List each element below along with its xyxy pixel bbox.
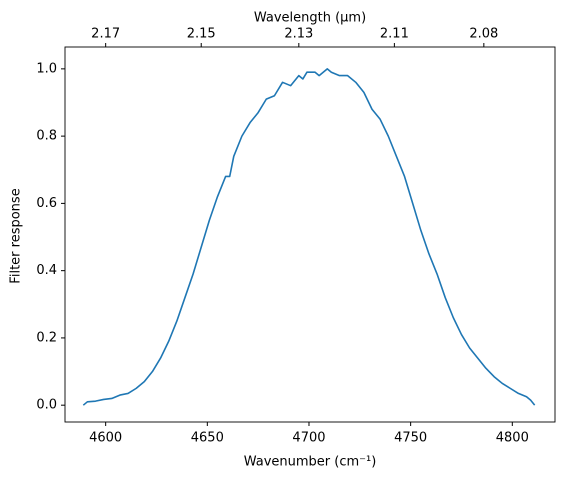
x2-axis-label: Wavelength (μm) bbox=[254, 11, 366, 26]
x2-tick-label: 2.17 bbox=[91, 27, 120, 42]
x-tick-label: 4600 bbox=[89, 431, 122, 446]
x-tick-label: 4650 bbox=[191, 431, 224, 446]
line-series bbox=[82, 68, 536, 406]
x-tick-label: 4800 bbox=[496, 431, 529, 446]
y-tick-label: 0.6 bbox=[36, 196, 57, 211]
y-tick-label: 0.4 bbox=[36, 263, 57, 278]
y-tick-label: 1.0 bbox=[36, 61, 57, 76]
y-axis-label: Filter response bbox=[9, 188, 24, 283]
x-axis-label: Wavenumber (cm⁻¹) bbox=[244, 455, 377, 470]
plot-frame bbox=[64, 46, 556, 423]
x-tick-label: 4750 bbox=[394, 431, 427, 446]
y-tick-label: 0.8 bbox=[36, 129, 57, 144]
x2-tick-label: 2.08 bbox=[469, 27, 498, 42]
y-tick-label: 0.2 bbox=[36, 330, 57, 345]
x2-tick-label: 2.15 bbox=[187, 27, 216, 42]
x2-tick-label: 2.11 bbox=[380, 27, 409, 42]
x-tick-label: 4700 bbox=[292, 431, 325, 446]
y-tick-label: 0.0 bbox=[36, 398, 57, 413]
x2-tick-label: 2.13 bbox=[284, 27, 313, 42]
